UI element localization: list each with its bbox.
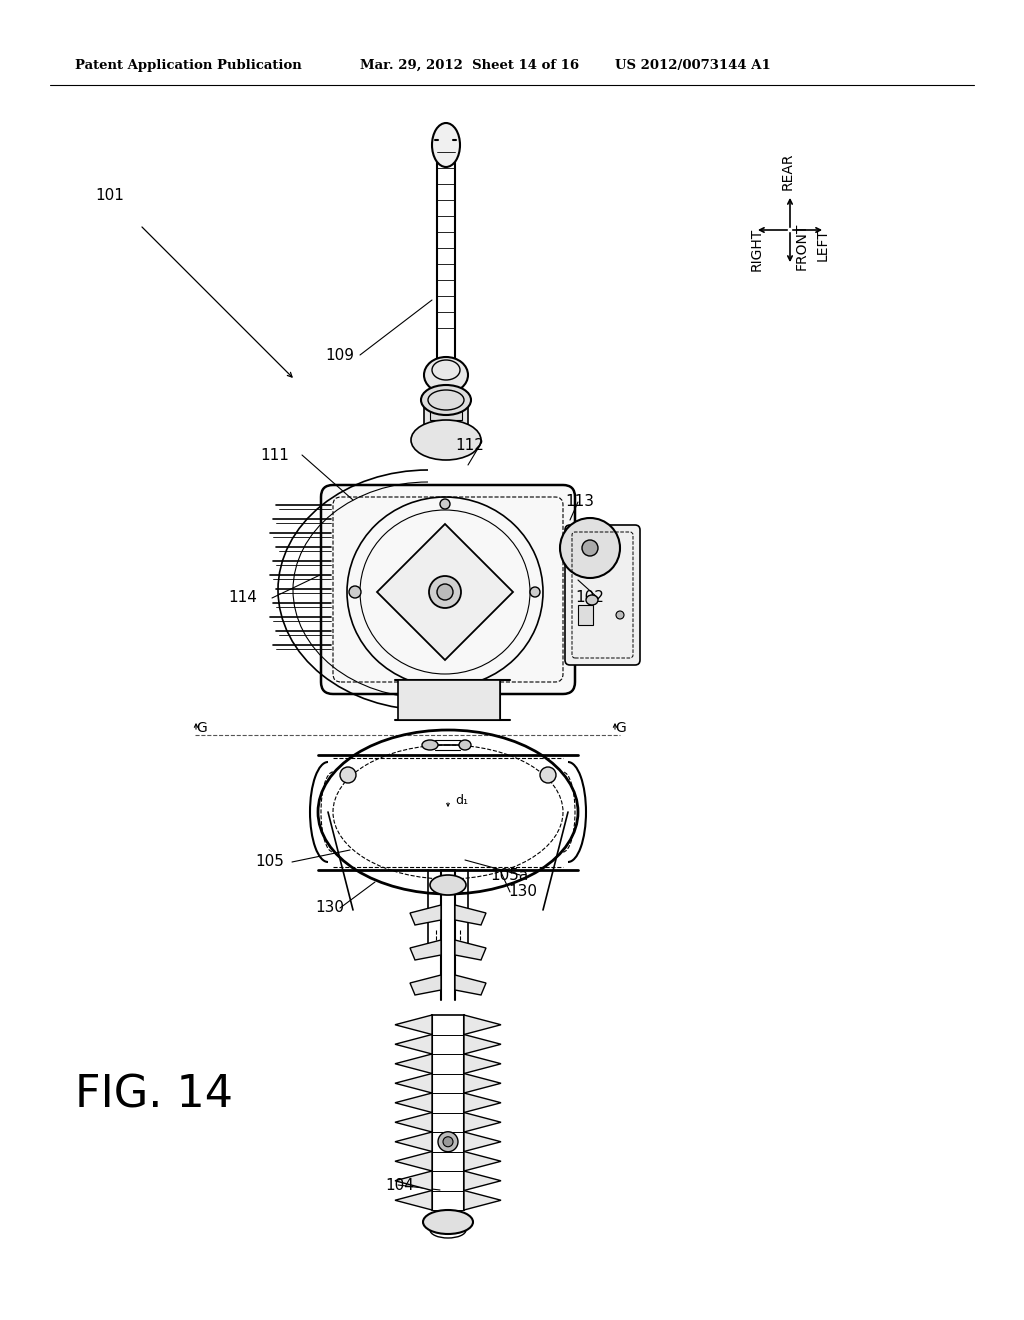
Polygon shape <box>395 1191 432 1210</box>
Ellipse shape <box>443 1137 453 1147</box>
Ellipse shape <box>411 420 481 459</box>
Ellipse shape <box>530 587 540 597</box>
Ellipse shape <box>438 1131 458 1152</box>
Polygon shape <box>395 1035 432 1053</box>
Text: RIGHT: RIGHT <box>750 228 764 271</box>
FancyBboxPatch shape <box>565 525 640 665</box>
Polygon shape <box>410 975 441 995</box>
Ellipse shape <box>560 517 620 578</box>
Polygon shape <box>464 1073 501 1093</box>
Text: 112: 112 <box>455 437 484 453</box>
Ellipse shape <box>424 356 468 393</box>
Polygon shape <box>395 1053 432 1073</box>
Text: LEFT: LEFT <box>816 228 830 261</box>
Ellipse shape <box>422 741 438 750</box>
Polygon shape <box>455 940 486 960</box>
Ellipse shape <box>421 385 471 414</box>
Text: FIG. 14: FIG. 14 <box>75 1073 233 1117</box>
Ellipse shape <box>440 499 450 510</box>
Polygon shape <box>410 940 441 960</box>
Polygon shape <box>395 1171 432 1191</box>
Ellipse shape <box>437 583 453 601</box>
Polygon shape <box>464 1035 501 1053</box>
Polygon shape <box>395 1113 432 1133</box>
Text: 114: 114 <box>228 590 257 606</box>
Ellipse shape <box>430 875 466 895</box>
Text: US 2012/0073144 A1: US 2012/0073144 A1 <box>615 58 771 71</box>
Polygon shape <box>464 1093 501 1113</box>
Ellipse shape <box>340 767 356 783</box>
Polygon shape <box>395 1093 432 1113</box>
Ellipse shape <box>349 586 361 598</box>
Ellipse shape <box>429 576 461 609</box>
Polygon shape <box>464 1171 501 1191</box>
Text: FRONT: FRONT <box>795 223 809 271</box>
Ellipse shape <box>459 741 471 750</box>
Polygon shape <box>455 975 486 995</box>
Ellipse shape <box>540 767 556 783</box>
Bar <box>578 605 593 624</box>
Ellipse shape <box>586 595 598 605</box>
Text: Mar. 29, 2012  Sheet 14 of 16: Mar. 29, 2012 Sheet 14 of 16 <box>360 58 580 71</box>
Text: 101: 101 <box>95 187 124 202</box>
Text: 111: 111 <box>260 447 289 462</box>
Ellipse shape <box>432 123 460 168</box>
Text: 105a: 105a <box>490 867 528 883</box>
Text: 113: 113 <box>565 495 594 510</box>
Polygon shape <box>464 1191 501 1210</box>
Text: 130: 130 <box>315 900 344 916</box>
Ellipse shape <box>616 611 624 619</box>
Polygon shape <box>464 1015 501 1035</box>
Polygon shape <box>464 1133 501 1151</box>
Ellipse shape <box>423 1210 473 1234</box>
Polygon shape <box>395 1073 432 1093</box>
Text: REAR: REAR <box>781 153 795 190</box>
Polygon shape <box>464 1151 501 1171</box>
Polygon shape <box>464 1053 501 1073</box>
Polygon shape <box>395 1133 432 1151</box>
Text: 105: 105 <box>255 854 284 870</box>
Bar <box>424 397 468 425</box>
FancyBboxPatch shape <box>321 484 575 694</box>
Text: 109: 109 <box>325 347 354 363</box>
Polygon shape <box>395 1151 432 1171</box>
Ellipse shape <box>582 540 598 556</box>
Text: G: G <box>615 721 626 735</box>
Text: 102: 102 <box>575 590 604 606</box>
Text: Patent Application Publication: Patent Application Publication <box>75 58 302 71</box>
Text: 104: 104 <box>385 1177 414 1192</box>
Text: d₁: d₁ <box>455 793 468 807</box>
Bar <box>398 680 500 719</box>
Polygon shape <box>464 1113 501 1133</box>
Polygon shape <box>455 906 486 925</box>
Polygon shape <box>395 1015 432 1035</box>
Text: 130: 130 <box>508 884 537 899</box>
Polygon shape <box>377 524 513 660</box>
Text: G: G <box>196 721 207 735</box>
Polygon shape <box>410 906 441 925</box>
Bar <box>430 403 462 420</box>
